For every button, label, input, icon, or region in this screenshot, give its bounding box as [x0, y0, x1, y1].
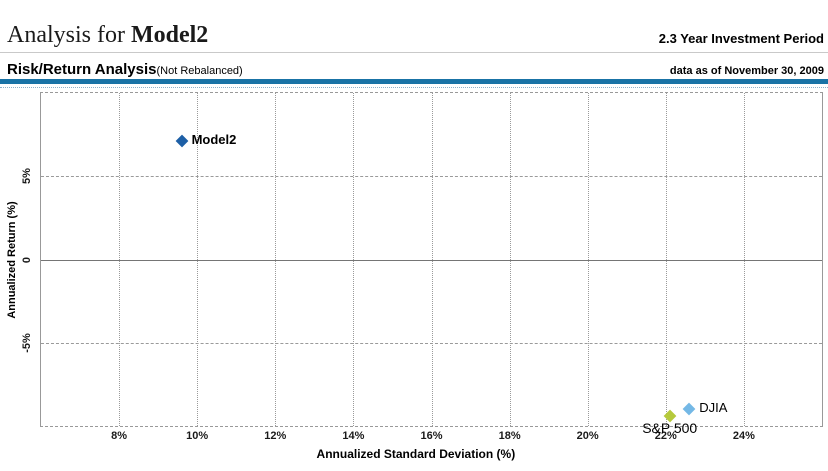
x-tick-label: 24%	[732, 430, 755, 442]
x-tick-label: 20%	[576, 430, 599, 442]
title-divider	[0, 52, 828, 53]
page-title: Analysis for Model2	[7, 22, 208, 49]
point-label-model2: Model2	[191, 132, 237, 148]
section-subtitle: (Not Rebalanced)	[156, 65, 243, 77]
dotted-divider-rule	[0, 87, 828, 88]
x-tick-label: 12%	[264, 430, 287, 442]
x-tick-label: 22%	[654, 430, 677, 442]
gridline-y--5	[41, 342, 822, 344]
diamond-marker-djia	[682, 402, 696, 416]
zero-line	[41, 259, 822, 261]
section-heading: Risk/Return Analysis(Not Rebalanced)	[7, 61, 243, 79]
section-title: Risk/Return Analysis	[7, 61, 157, 78]
x-tick-label: 18%	[498, 430, 521, 442]
page-title-model-name: Model2	[130, 22, 209, 48]
x-tick-label: 8%	[111, 430, 128, 442]
point-label-djia: DJIA	[699, 400, 728, 416]
x-tick-label: 16%	[420, 430, 443, 442]
y-tick-label: 0	[21, 256, 33, 263]
y-tick-label: -5%	[21, 332, 33, 353]
investment-period-label: 2.3 Year Investment Period	[658, 31, 824, 46]
gridline-y-5	[41, 176, 822, 178]
y-tick-label: 5%	[21, 168, 33, 185]
point-label-s-p-500: S&P 500	[642, 420, 698, 436]
scatter-plot-area: Annualized Return (%) Annualized Standar…	[6, 92, 823, 461]
x-tick-label: 10%	[186, 430, 209, 442]
page-title-prefix: Analysis for	[7, 22, 131, 48]
data-as-of-label: data as of November 30, 2009	[669, 65, 824, 77]
x-tick-label: 14%	[342, 430, 365, 442]
x-axis-title: Annualized Standard Deviation (%)	[316, 447, 516, 461]
blue-divider-rule	[0, 79, 828, 84]
diamond-marker-model2	[175, 134, 188, 148]
y-axis-title: Annualized Return (%)	[6, 200, 18, 319]
